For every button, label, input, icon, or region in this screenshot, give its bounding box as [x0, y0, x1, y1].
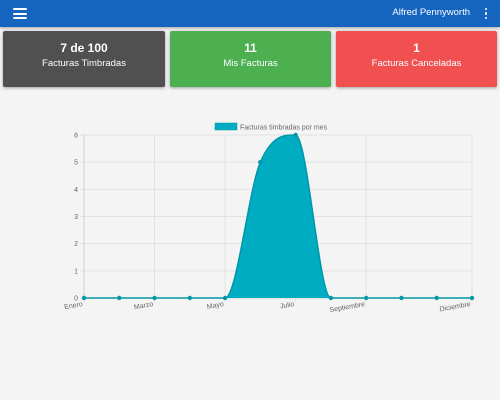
card-label: Mis Facturas: [223, 58, 278, 69]
data-point: [222, 295, 228, 301]
card-mis-facturas[interactable]: 11 Mis Facturas: [170, 31, 331, 87]
y-tick-label: 2: [74, 241, 78, 248]
chart-container: 0 1 2 3 4 5 6 Enero Marzo Mayo Julio Septiembre Dici…: [0, 115, 500, 325]
data-point: [469, 295, 475, 301]
app-bar: Alfred Pennyworth: [0, 0, 500, 27]
data-point: [187, 295, 193, 301]
x-tick-label: Enero: [64, 301, 84, 311]
card-label: Facturas Canceladas: [371, 58, 462, 69]
data-point: [117, 295, 122, 301]
data-point: [328, 295, 334, 301]
user-name[interactable]: Alfred Pennyworth: [392, 7, 470, 18]
x-tick-label: Diciembre: [439, 301, 471, 313]
x-tick-label: Mayo: [206, 301, 224, 311]
x-tick-label: Marzo: [134, 301, 154, 311]
data-point: [363, 295, 369, 301]
y-tick-label: 3: [74, 214, 78, 221]
x-tick-label: Septiembre: [329, 301, 366, 314]
y-tick-label: 0: [74, 296, 78, 303]
data-point: [434, 295, 439, 301]
y-tick-label: 6: [74, 133, 78, 140]
y-tick-label: 1: [74, 268, 78, 275]
card-facturas-timbradas[interactable]: 7 de 100 Facturas Timbradas: [3, 31, 165, 87]
legend-label: Facturas timbradas por mes: [240, 124, 328, 131]
card-value: 1: [413, 41, 420, 55]
area-fill: [84, 135, 472, 298]
card-facturas-canceladas[interactable]: 1 Facturas Canceladas: [336, 31, 497, 87]
card-value: 11: [244, 41, 257, 55]
y-tick-label: 5: [74, 160, 78, 167]
data-point: [293, 132, 298, 138]
more-options-icon[interactable]: [482, 7, 490, 20]
menu-icon[interactable]: [13, 7, 27, 20]
data-point: [152, 295, 157, 301]
y-tick-label: 4: [74, 187, 78, 194]
data-point: [399, 295, 404, 301]
data-point: [81, 295, 87, 301]
data-point: [258, 159, 263, 165]
facturas-chart: 0 1 2 3 4 5 6 Enero Marzo Mayo Julio Septiembre Dici…: [64, 122, 475, 314]
legend-swatch: [214, 122, 238, 131]
card-value: 7 de 100: [60, 41, 108, 55]
x-tick-label: Julio: [280, 301, 295, 310]
card-label: Facturas Timbradas: [42, 58, 126, 69]
